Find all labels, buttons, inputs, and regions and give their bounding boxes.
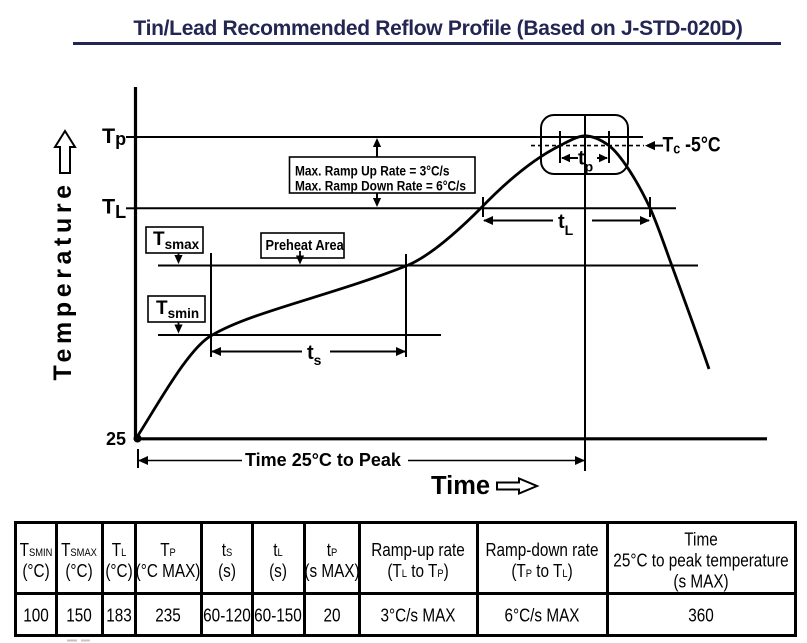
svg-text:Tsmin: Tsmin	[156, 298, 199, 321]
svg-text:tL: tL	[558, 211, 574, 238]
svg-text:TL: TL	[102, 195, 126, 223]
svg-text:Time 25°C to Peak: Time 25°C to Peak	[245, 450, 402, 470]
svg-text:Time: Time	[431, 472, 490, 500]
svg-text:Max. Ramp Down Rate = 6°C/s: Max. Ramp Down Rate = 6°C/s	[295, 178, 466, 194]
svg-text:Preheat Area: Preheat Area	[266, 237, 345, 253]
svg-text:Tc -5°C: Tc -5°C	[663, 133, 721, 157]
svg-text:Tsmax: Tsmax	[153, 229, 200, 252]
svg-text:Tp: Tp	[102, 124, 126, 149]
svg-text:Max. Ramp Up Rate = 3°C/s: Max. Ramp Up Rate = 3°C/s	[295, 163, 449, 179]
svg-text:ts: ts	[307, 342, 322, 368]
svg-text:25: 25	[106, 429, 126, 449]
svg-text:Temperature: Temperature	[49, 180, 77, 380]
